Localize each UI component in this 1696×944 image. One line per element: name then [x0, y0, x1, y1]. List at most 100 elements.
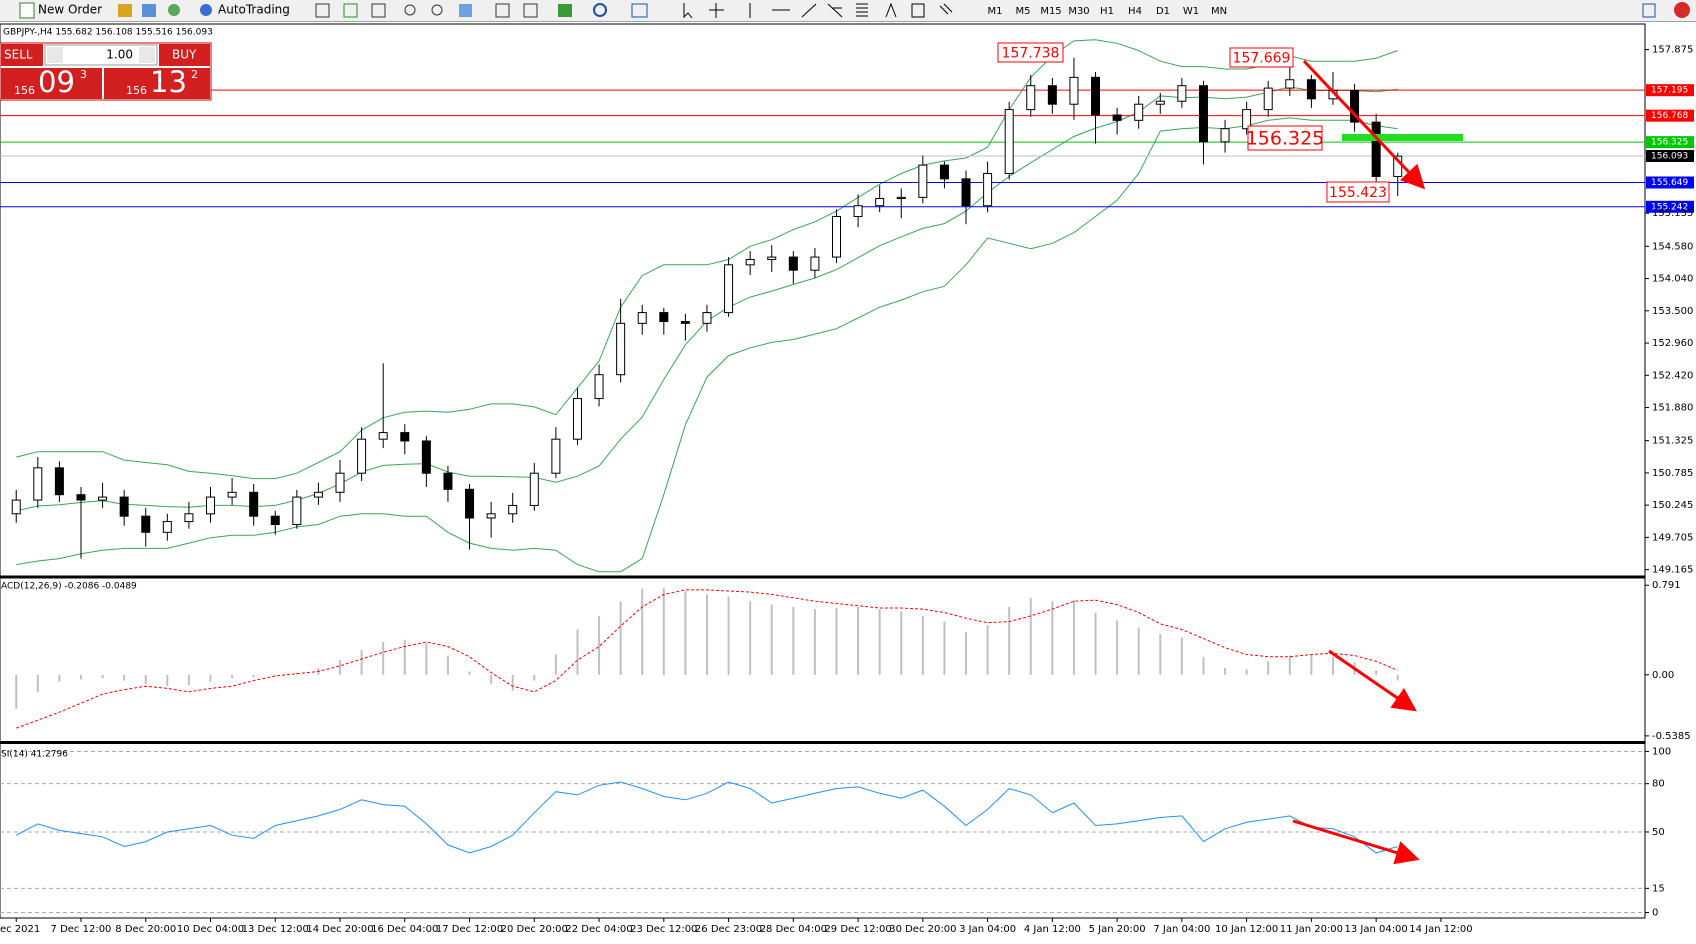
candle-body: [508, 504, 518, 515]
candle-body: [1306, 79, 1316, 100]
candle-body: [961, 178, 971, 207]
candle-body: [529, 472, 539, 506]
icon[interactable]: [631, 3, 648, 18]
price-level-tag: [1646, 84, 1694, 97]
cursor-icon[interactable]: [683, 3, 693, 19]
volume-up[interactable]: [139, 47, 155, 63]
x-tick-label: 4 Jan 12:00: [1024, 924, 1081, 935]
candle-body: [659, 312, 669, 323]
buy-button[interactable]: [159, 44, 210, 66]
trend-arrow: [1302, 59, 1426, 190]
price-level-label: 156.768: [1651, 111, 1688, 121]
x-tick-label: 8 Dec 20:00: [115, 924, 176, 935]
y-tick-label: 152.420: [1652, 370, 1693, 381]
timeframe-button[interactable]: M30: [1068, 6, 1089, 17]
price-level-tag: [1646, 176, 1694, 189]
y-tick-label: 0: [1652, 908, 1658, 919]
label-icon[interactable]: [911, 3, 925, 18]
price-level-label: 155.649: [1651, 178, 1688, 188]
candle-body: [1263, 87, 1273, 111]
x-tick-label: 3 Jan 04:00: [959, 924, 1016, 935]
candle-body: [227, 491, 237, 498]
x-tick-label: 17 Dec 12:00: [436, 924, 503, 935]
notification-icon[interactable]: [1674, 2, 1690, 18]
candle-body: [1004, 109, 1014, 174]
rsi-line: [15, 781, 1398, 854]
autotrading-button[interactable]: AutoTrading: [200, 3, 290, 17]
icon[interactable]: [495, 3, 510, 18]
timeframe-button[interactable]: M1: [988, 6, 1003, 17]
candle-body: [11, 499, 21, 515]
candle-body: [76, 494, 86, 501]
candle-body: [1091, 76, 1101, 116]
shapes-icon[interactable]: [939, 3, 953, 15]
y-tick-label: 80: [1652, 779, 1665, 790]
icon[interactable]: [315, 3, 330, 18]
channel-icon[interactable]: [827, 3, 843, 18]
candle-body: [983, 172, 993, 207]
chart-frame: [0, 23, 1646, 919]
timeframe-button[interactable]: W1: [1183, 6, 1199, 17]
icon[interactable]: [459, 4, 472, 17]
bid-box[interactable]: [1, 68, 102, 99]
icon[interactable]: [431, 4, 443, 16]
price-level-tag: [1646, 136, 1694, 149]
bid-main: 09: [38, 65, 75, 99]
candle-body: [141, 515, 151, 533]
candle-body: [724, 264, 734, 314]
highlight-bar: [1342, 134, 1463, 141]
x-tick-label: 26 Dec 23:00: [695, 924, 762, 935]
timeframe-button[interactable]: H4: [1128, 6, 1142, 17]
candle-body: [184, 513, 194, 523]
y-tick-label: 0.00: [1652, 670, 1674, 681]
candle-body: [896, 196, 906, 200]
volume-field[interactable]: [44, 44, 158, 66]
price-level-tag: [1646, 109, 1694, 122]
ask-main: 13: [150, 65, 187, 99]
icon[interactable]: [404, 4, 416, 16]
candle-body: [831, 215, 841, 258]
button-label: New Order: [38, 3, 102, 17]
y-tick-label: 154.580: [1652, 241, 1693, 252]
icon[interactable]: [371, 3, 386, 18]
candle-body: [551, 438, 561, 474]
icon[interactable]: [558, 4, 572, 17]
candle-body: [1069, 76, 1079, 105]
candle-body: [1350, 89, 1360, 123]
candle-body: [767, 256, 777, 260]
bid-big: 156: [14, 84, 35, 97]
search-icon[interactable]: [1642, 3, 1656, 18]
timeframe-button[interactable]: M5: [1016, 6, 1031, 17]
text-icon[interactable]: [885, 2, 897, 18]
price-level-label: 156.093: [1651, 151, 1688, 161]
candle-body: [853, 205, 863, 217]
ask-box[interactable]: [104, 68, 210, 99]
y-tick-label: 149.165: [1652, 565, 1693, 576]
icon[interactable]: [142, 4, 156, 17]
candle-body: [33, 467, 43, 501]
candle-body: [292, 496, 302, 526]
y-tick-label: 15: [1652, 883, 1665, 894]
fibo-icon[interactable]: [856, 3, 868, 17]
icon[interactable]: [168, 4, 180, 16]
x-tick-label: 22 Dec 04:00: [565, 924, 632, 935]
y-tick-label: 151.325: [1652, 436, 1693, 447]
candle-body: [400, 432, 410, 442]
icon[interactable]: [523, 3, 538, 18]
timeframe-button[interactable]: MN: [1211, 6, 1227, 17]
sell-label: SELL: [4, 48, 33, 62]
volume-down[interactable]: [47, 47, 63, 63]
timeframe-button[interactable]: M15: [1040, 6, 1061, 17]
crosshair-icon[interactable]: [709, 3, 724, 18]
trendline-icon[interactable]: [801, 3, 817, 18]
timeframe-button[interactable]: H1: [1100, 6, 1114, 17]
candle-body: [875, 198, 885, 207]
icon[interactable]: [593, 3, 607, 17]
timeframe-button[interactable]: D1: [1156, 6, 1170, 17]
icon[interactable]: [343, 3, 358, 18]
icon[interactable]: [118, 4, 132, 17]
candle-body: [1220, 128, 1230, 143]
sell-button[interactable]: [1, 44, 43, 66]
y-tick-label: 152.960: [1652, 338, 1693, 349]
new-order-button[interactable]: New Order: [19, 2, 102, 19]
